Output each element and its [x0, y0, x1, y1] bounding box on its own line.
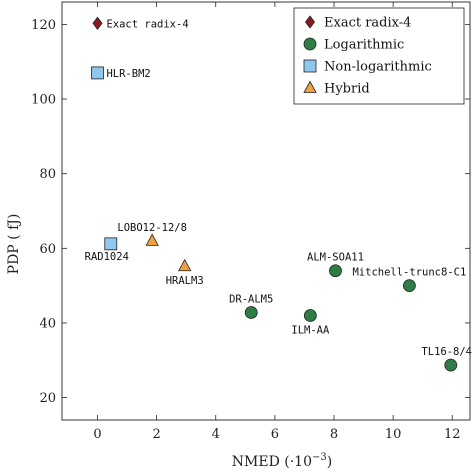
y-tick-label: 100	[31, 93, 56, 108]
point-label: HRALM3	[166, 275, 204, 287]
legend: Exact radix-4 Logarithmic Non-logarithmic H…	[293, 7, 465, 105]
point-label: ILM-AA	[291, 325, 330, 337]
marks-layer	[91, 16, 458, 372]
plot-layer: 0 2 4 6 8 10 12 20 40 60 80 100 120	[31, 1, 471, 442]
data-point	[92, 16, 103, 30]
x-tick-label: 12	[444, 427, 461, 442]
y-tick-label: 40	[39, 316, 56, 331]
point-label: Exact radix-4	[106, 18, 188, 30]
legend-marker	[305, 15, 315, 29]
y-axis-label: PDP ( fJ)	[6, 214, 22, 275]
data-point	[178, 258, 192, 272]
y-tick-label: 80	[39, 167, 56, 182]
x-tick-label: 8	[330, 427, 338, 442]
point-label: ALM-SOA11	[307, 252, 364, 264]
legend-box	[293, 7, 465, 105]
y-tick-label: 20	[39, 391, 56, 406]
data-point	[104, 237, 118, 251]
data-point	[303, 309, 317, 322]
legend-entry: Hybrid	[324, 82, 370, 97]
point-labels-layer: Exact radix-4 DR-ALM5 ILM-AA ALM-SOA11 Mitch…	[85, 18, 472, 358]
legend-marker	[303, 37, 317, 51]
point-label: LOBO12-12/8	[117, 222, 187, 234]
data-point	[402, 279, 416, 293]
x-tick-label: 2	[152, 427, 160, 442]
legend-entry: Logarithmic	[324, 38, 404, 53]
legend-entry: Non-logarithmic	[324, 60, 432, 75]
data-point	[244, 306, 258, 319]
point-label: TL16-8/4	[421, 346, 472, 358]
data-point	[91, 66, 104, 80]
data-point	[444, 358, 458, 372]
point-label: HLR-BM2	[106, 68, 150, 80]
data-point	[145, 233, 159, 246]
data-point	[329, 264, 342, 278]
x-axis-label: NMED (·10−3)	[232, 452, 332, 470]
legend-marker	[303, 80, 317, 93]
legend-marker	[303, 59, 317, 73]
point-label: DR-ALM5	[229, 294, 273, 306]
x-tick-label: 4	[212, 427, 220, 442]
x-tick-label: 6	[271, 427, 279, 442]
y-tick-label: 60	[39, 242, 56, 257]
plot-frame	[61, 1, 471, 421]
x-tick-label: 0	[93, 427, 101, 442]
y-tick-label: 120	[31, 18, 56, 33]
point-label: RAD1024	[85, 251, 129, 263]
point-label: Mitchell-trunc8-C1	[352, 267, 466, 279]
x-tick-label: 10	[385, 427, 402, 442]
legend-entry: Exact radix-4	[324, 16, 411, 31]
